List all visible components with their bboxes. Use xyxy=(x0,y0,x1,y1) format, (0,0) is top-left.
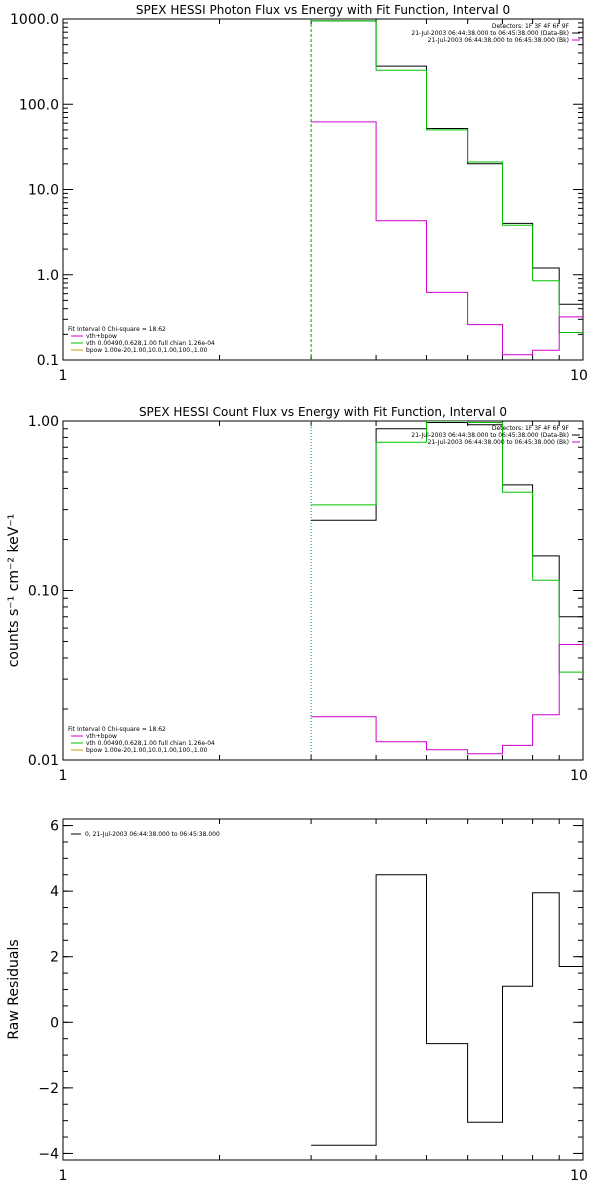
y-ticks: 6 4 2 0 −2 −4 xyxy=(38,819,583,1162)
legend-entry: Fit Interval 0 Chi-square = 18.62 xyxy=(68,326,166,333)
series-1-step-line xyxy=(311,20,583,305)
x-tick-label: 1 xyxy=(59,768,68,784)
y-tick-label: 0.10 xyxy=(28,584,59,600)
y-tick-label: 0 xyxy=(50,1015,59,1031)
series-3-step-line xyxy=(311,121,583,356)
y-tick-label: 6 xyxy=(50,819,59,835)
legend-entry: bpow 1.00e-20,1.00,10.0,1.00,100.,1.00 xyxy=(86,747,207,754)
y-tick-label: 1.0 xyxy=(37,268,59,284)
panel-1: SPEX HESSI Photon Flux vs Energy with Fi… xyxy=(10,3,588,384)
chart-title: SPEX HESSI Photon Flux vs Energy with Fi… xyxy=(136,3,510,17)
series-1-step-line xyxy=(311,422,583,618)
legend-bottom-left: Fit Interval 0 Chi-square = 18.62vth+bpo… xyxy=(68,326,215,354)
panel-3: Raw Residuals 6 4 2 0 −2 −41 10 0, 21-Jul-2003 0… xyxy=(6,818,588,1184)
series-group xyxy=(311,421,583,755)
legend-entry: vth+bpow xyxy=(86,333,117,340)
legend-top-left: 0, 21-Jul-2003 06:44:38.000 to 06:45:38.… xyxy=(71,831,220,838)
y-tick-label: −4 xyxy=(38,1146,59,1162)
series-2-step-line xyxy=(311,421,583,673)
y-tick-label: 0.1 xyxy=(37,353,59,369)
series-group xyxy=(311,20,583,356)
y-tick-label: −2 xyxy=(38,1081,59,1097)
y-ticks: 1000.0 100.0 10.0 1.0 0.1 xyxy=(10,12,583,369)
legend-entry: vth+bpow xyxy=(86,733,117,740)
y-tick-label: 0.01 xyxy=(28,753,59,769)
y-tick-label: 1000.0 xyxy=(10,12,59,28)
panel-2: SPEX HESSI Count Flux vs Energy with Fit… xyxy=(6,405,588,784)
series-group xyxy=(311,874,583,1146)
y-tick-label: 100.0 xyxy=(19,97,59,113)
legend-entry: 21-Jul-2003 06:44:38.000 to 06:45:38.000… xyxy=(428,37,569,44)
legend-entry: Fit Interval 0 Chi-square = 18.62 xyxy=(68,726,166,733)
legend-entry: 21-Jul-2003 06:44:38.000 to 06:45:38.000… xyxy=(411,30,569,37)
series-3-step-line xyxy=(311,644,583,755)
y-tick-label: 4 xyxy=(50,884,59,900)
legend-entry: 0, 21-Jul-2003 06:44:38.000 to 06:45:38.… xyxy=(85,831,220,838)
x-ticks: 1 10 xyxy=(59,819,588,1184)
y-ticks: 1.00 0.10 0.01 xyxy=(28,414,583,769)
series-2-step-line xyxy=(311,20,583,333)
legend-entry: 21-Jul-2003 06:44:38.000 to 06:45:38.000… xyxy=(428,439,569,446)
legend-entry: vth 0.00490,0.628,1.00 full chian 1.26e-… xyxy=(86,340,215,347)
x-tick-label: 1 xyxy=(59,1168,68,1184)
y-tick-label: 10.0 xyxy=(28,183,59,199)
x-tick-label: 10 xyxy=(570,768,588,784)
legend-entry: vth 0.00490,0.628,1.00 full chian 1.26e-… xyxy=(86,740,215,747)
y-axis-label: Raw Residuals xyxy=(6,939,22,1039)
chart-title: SPEX HESSI Count Flux vs Energy with Fit… xyxy=(139,405,507,419)
y-axis-label: counts s⁻¹ cm⁻² keV⁻¹ xyxy=(6,514,22,668)
legend-entry: bpow 1.00e-20,1.00,10.0,1.00,100.,1.00 xyxy=(86,347,207,354)
legend-entry: Detectors: 1F 3F 4F 6F 9F xyxy=(492,23,570,30)
x-tick-label: 10 xyxy=(570,1168,588,1184)
legend-entry: Detectors: 1F 3F 4F 6F 9F xyxy=(492,425,570,432)
y-tick-label: 1.00 xyxy=(28,414,59,430)
x-tick-label: 1 xyxy=(59,368,68,384)
y-tick-label: 2 xyxy=(50,950,59,966)
legend-entry: 21-Jul-2003 06:44:38.000 to 06:45:38.000… xyxy=(411,432,569,439)
legend-bottom-left: Fit Interval 0 Chi-square = 18.62vth+bpo… xyxy=(68,726,215,754)
x-tick-label: 10 xyxy=(570,368,588,384)
